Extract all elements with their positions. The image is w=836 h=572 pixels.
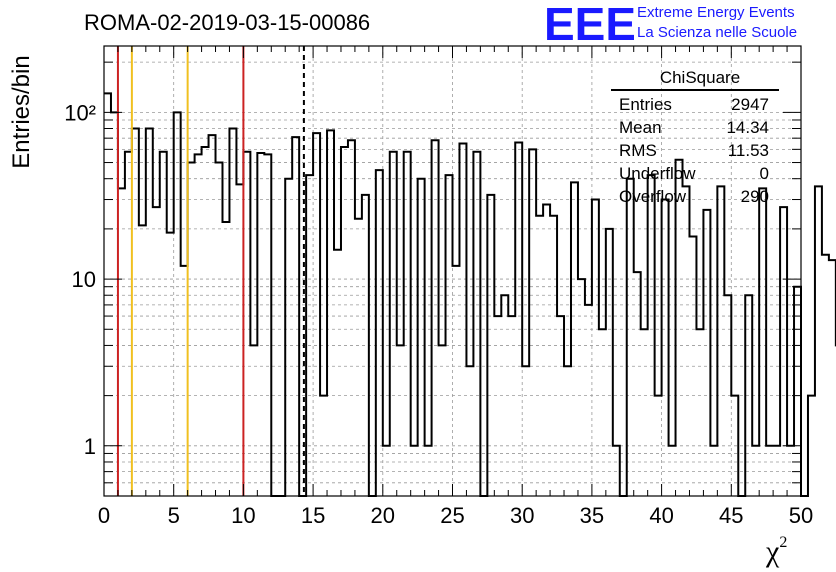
stats-value: 290 <box>740 187 769 206</box>
stats-label: Overflow <box>619 187 687 206</box>
x-tick-label: 30 <box>510 503 534 528</box>
stats-label: RMS <box>619 141 657 160</box>
y-tick-label: 10 <box>72 267 96 292</box>
y-axis-label: Entries/bin <box>8 55 35 169</box>
stats-value: 14.34 <box>726 118 769 137</box>
logo-line-2: La Scienza nelle Scuole <box>637 24 798 41</box>
x-axis-label-symbol: χ <box>766 535 780 568</box>
stats-label: Mean <box>619 118 662 137</box>
stats-name: ChiSquare <box>659 68 741 87</box>
stats-row: RMS 11.53 <box>611 139 779 162</box>
stats-value: 11.53 <box>727 141 769 160</box>
x-tick-label: 35 <box>580 503 604 528</box>
x-tick-label: 0 <box>98 503 110 528</box>
logo-text: Extreme Energy Events La Scienza nelle S… <box>637 3 797 43</box>
logo-line-1: Extreme Energy Events <box>637 4 795 21</box>
x-tick-label: 50 <box>789 503 813 528</box>
x-tick-label: 20 <box>371 503 395 528</box>
x-axis-label-superscript: 2 <box>779 534 788 551</box>
x-tick-label: 15 <box>301 503 325 528</box>
stats-value: 0 <box>759 164 769 183</box>
eee-logo: EEE <box>544 0 634 46</box>
chart-title: ROMA-02-2019-03-15-00086 <box>84 10 371 35</box>
stats-box: ChiSquare Entries 2947 Mean 14.34 RMS 11.53… <box>611 67 779 208</box>
y-tick-label: 1 <box>84 434 96 459</box>
x-tick-label: 40 <box>649 503 673 528</box>
x-tick-label: 45 <box>719 503 743 528</box>
x-tick-label: 10 <box>231 503 255 528</box>
stats-row: Entries 2947 <box>611 93 779 116</box>
x-tick-label: 5 <box>168 503 180 528</box>
logo-mark: EEE <box>544 0 634 46</box>
stats-row: Underflow 0 <box>611 162 779 185</box>
stats-label: Underflow <box>619 164 696 183</box>
y-tick-label: 10² <box>64 100 96 125</box>
stats-value: 2947 <box>731 95 769 114</box>
stats-row: Mean 14.34 <box>611 116 779 139</box>
stats-label: Entries <box>619 95 672 114</box>
stats-divider <box>611 89 779 91</box>
stats-row: Overflow 290 <box>611 185 779 208</box>
x-axis-label: χ2 <box>766 534 787 569</box>
x-tick-label: 25 <box>440 503 464 528</box>
histogram-line <box>104 92 836 497</box>
